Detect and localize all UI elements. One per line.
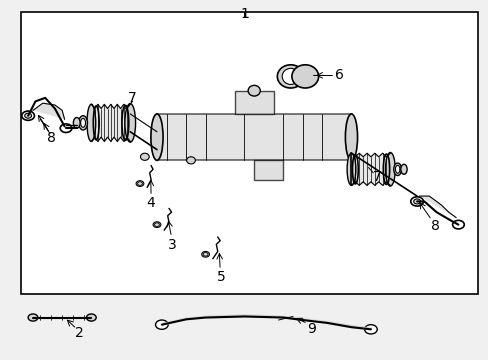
Circle shape — [86, 314, 96, 321]
Ellipse shape — [81, 118, 85, 127]
Text: 9: 9 — [306, 322, 315, 336]
Bar — [21, 12, 477, 294]
Text: 8: 8 — [46, 131, 55, 145]
Circle shape — [364, 325, 376, 334]
Ellipse shape — [395, 165, 399, 173]
Text: 4: 4 — [146, 196, 155, 210]
Ellipse shape — [124, 104, 135, 142]
Ellipse shape — [277, 65, 304, 88]
Ellipse shape — [140, 153, 149, 160]
Ellipse shape — [291, 65, 318, 88]
Circle shape — [22, 111, 34, 120]
Ellipse shape — [186, 157, 195, 164]
Ellipse shape — [346, 153, 355, 185]
Polygon shape — [419, 196, 455, 217]
Circle shape — [60, 124, 72, 132]
Text: 1: 1 — [240, 7, 248, 21]
Bar — [234, 91, 273, 114]
Circle shape — [28, 314, 38, 321]
Ellipse shape — [400, 164, 407, 174]
Text: 8: 8 — [430, 219, 439, 233]
Ellipse shape — [73, 117, 80, 128]
Circle shape — [153, 222, 161, 228]
Ellipse shape — [247, 85, 260, 96]
Ellipse shape — [385, 153, 394, 186]
Text: 7: 7 — [128, 91, 137, 105]
Ellipse shape — [87, 104, 96, 141]
Text: 6: 6 — [334, 68, 343, 82]
Ellipse shape — [393, 163, 401, 176]
Circle shape — [410, 197, 423, 206]
Bar — [254, 160, 283, 180]
Text: 5: 5 — [216, 270, 225, 284]
Text: 7: 7 — [372, 170, 381, 184]
Polygon shape — [33, 103, 64, 119]
Ellipse shape — [345, 114, 357, 160]
Circle shape — [25, 113, 31, 118]
Circle shape — [155, 320, 168, 329]
Circle shape — [452, 220, 463, 229]
Ellipse shape — [79, 116, 87, 130]
Circle shape — [201, 251, 209, 257]
Text: 3: 3 — [168, 238, 177, 252]
Circle shape — [136, 181, 143, 186]
Ellipse shape — [282, 68, 299, 85]
Bar — [157, 114, 351, 160]
Ellipse shape — [151, 114, 163, 160]
Text: 2: 2 — [75, 326, 83, 340]
Circle shape — [413, 199, 420, 204]
